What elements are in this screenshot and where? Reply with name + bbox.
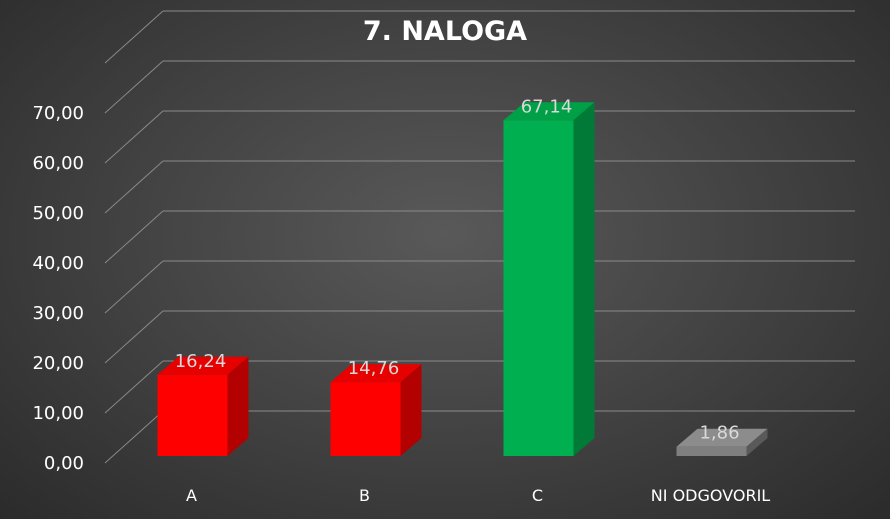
x-tick-label: B <box>359 486 370 505</box>
data-labels: 16,24 14,76 67,14 1,86 <box>175 96 740 443</box>
data-label: 16,24 <box>175 351 227 372</box>
y-tick-label: 0,00 <box>44 453 84 474</box>
y-tick-label: 30,00 <box>32 303 84 324</box>
x-tick-label: NI ODGOVORIL <box>651 486 770 505</box>
bar-top <box>503 102 595 121</box>
bar-top <box>330 364 422 383</box>
bar-ni-odgovoril <box>676 428 768 456</box>
x-tick-label: C <box>532 486 543 505</box>
gridline-diagonal <box>104 310 164 364</box>
y-tick-label: 60,00 <box>32 153 84 174</box>
x-axis: A B C NI ODGOVORIL <box>186 486 770 505</box>
y-tick-label: 40,00 <box>32 253 84 274</box>
gridline-diagonal <box>104 110 164 164</box>
y-tick-label: 10,00 <box>32 403 84 424</box>
bar-c <box>503 102 595 457</box>
gridline-diagonal <box>104 410 164 464</box>
bar-side <box>227 356 249 456</box>
bar-a <box>157 356 249 456</box>
bar-side <box>573 102 595 457</box>
data-label: 14,76 <box>348 358 400 379</box>
y-tick-label: 50,00 <box>32 203 84 224</box>
bar-front <box>676 446 747 456</box>
bar-front <box>330 382 401 456</box>
bar-top <box>676 428 768 447</box>
bar-side <box>746 428 768 456</box>
bar-top <box>157 356 249 375</box>
bar-side <box>400 364 422 456</box>
chart-title: 7. NALOGA <box>363 16 527 47</box>
y-tick-label: 20,00 <box>32 353 84 374</box>
data-label: 67,14 <box>521 96 573 117</box>
bars <box>157 102 768 457</box>
gridline-diagonal <box>104 210 164 264</box>
y-axis: 0,00 10,00 20,00 30,00 40,00 50,00 60,00 70,00 <box>32 103 84 474</box>
bar-b <box>330 364 422 456</box>
gridline-diagonal <box>104 260 164 314</box>
y-tick-label: 70,00 <box>32 103 84 124</box>
gridline-diagonal <box>104 360 164 414</box>
gridline-diagonal <box>104 60 164 114</box>
bar-front <box>157 374 228 456</box>
gridline-diagonal <box>104 160 164 214</box>
data-label: 1,86 <box>699 423 739 444</box>
gridline-diagonal <box>104 10 164 64</box>
x-tick-label: A <box>186 486 197 505</box>
bar-front <box>503 120 574 457</box>
